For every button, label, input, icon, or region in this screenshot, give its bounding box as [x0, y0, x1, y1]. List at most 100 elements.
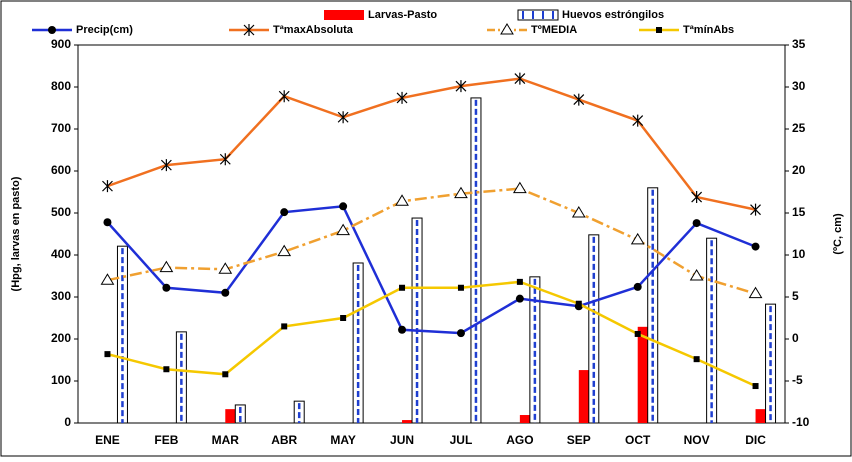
x-tick-label: MAR	[212, 433, 240, 447]
bar	[402, 420, 413, 423]
x-tick-label: FEB	[154, 433, 178, 447]
point	[630, 232, 645, 245]
point	[516, 278, 523, 285]
legend-swatch	[517, 9, 559, 21]
bar	[755, 409, 766, 423]
bar	[578, 370, 589, 423]
point	[689, 269, 704, 281]
plot-area	[77, 44, 786, 424]
point	[514, 72, 526, 85]
point	[162, 283, 171, 292]
point	[280, 208, 289, 217]
point	[454, 186, 468, 199]
point	[752, 383, 759, 390]
point	[571, 206, 586, 218]
y2-tick-label: 25	[792, 121, 806, 135]
y2-tick-label: 15	[792, 205, 806, 219]
point	[575, 300, 582, 307]
point	[160, 159, 172, 172]
y-tick-label: 200	[51, 331, 71, 345]
point	[693, 356, 700, 363]
legend-label: TºMEDIA	[531, 24, 577, 36]
point	[633, 282, 642, 291]
point	[691, 191, 703, 204]
x-tick-label: NOV	[684, 433, 710, 447]
point	[692, 219, 701, 228]
bar	[234, 404, 246, 424]
legend-marker	[656, 27, 662, 33]
point	[104, 351, 111, 358]
y-tick-label: 700	[51, 121, 71, 135]
point	[103, 218, 112, 227]
legend-label: Larvas-Pasto	[368, 9, 437, 21]
x-tick-label: MAY	[330, 433, 356, 447]
point	[100, 273, 115, 285]
line-series	[107, 280, 757, 388]
point	[632, 114, 644, 127]
y2-tick-label: 30	[792, 79, 806, 93]
point	[395, 194, 409, 206]
point	[398, 325, 407, 334]
bar	[637, 326, 648, 423]
y-tick-label: 500	[51, 205, 71, 219]
point	[219, 153, 231, 166]
legend-label: TªmaxAbsoluta	[273, 24, 354, 36]
point	[515, 294, 524, 303]
x-tick-label: AGO	[506, 433, 533, 447]
x-tick-label: JUN	[390, 433, 414, 447]
legend-label: TªmínAbs	[683, 24, 734, 36]
x-tick-label: DIC	[745, 433, 766, 447]
point	[163, 366, 170, 373]
y2-tick-label: -5	[792, 373, 803, 387]
point	[336, 223, 351, 236]
y2-tick-label: 20	[792, 163, 806, 177]
y-tick-label: 600	[51, 163, 71, 177]
line-series	[107, 187, 756, 295]
bar	[470, 97, 482, 424]
legend-label: Huevos estróngilos	[562, 9, 664, 21]
x-tick-label: ENE	[95, 433, 120, 447]
y-tick-label: 900	[51, 37, 71, 51]
point	[340, 315, 347, 321]
point	[455, 80, 467, 93]
point	[751, 242, 760, 251]
legend-label: Precip(cm)	[76, 24, 133, 36]
point	[339, 202, 348, 211]
legend-marker	[48, 26, 56, 34]
y2-tick-label: 10	[792, 247, 806, 261]
y-axis-label: (Hpg, larvas en pasto)	[10, 176, 22, 291]
x-tick-label: ABR	[271, 433, 297, 447]
y-tick-label: 0	[64, 415, 71, 429]
point	[396, 91, 408, 104]
bar	[519, 415, 530, 423]
point	[277, 244, 292, 257]
y2-tick-label: -10	[792, 415, 810, 429]
legend-swatch	[324, 10, 364, 20]
y2-tick-label: 35	[792, 37, 806, 51]
point	[399, 284, 406, 291]
y-tick-label: 400	[51, 247, 71, 261]
legend-marker	[500, 23, 514, 35]
y-tick-label: 300	[51, 289, 71, 303]
x-tick-label: JUL	[450, 433, 473, 447]
legend-marker	[243, 24, 255, 36]
x-tick-label: SEP	[567, 433, 591, 447]
point	[281, 323, 288, 330]
line-series	[107, 77, 756, 211]
y-tick-label: 100	[51, 373, 71, 387]
y-tick-label: 800	[51, 79, 71, 93]
point	[278, 90, 290, 103]
x-tick-label: OCT	[625, 433, 651, 447]
point	[222, 371, 229, 378]
point	[512, 181, 527, 194]
y2-axis-label: (ºC, cm)	[832, 213, 844, 255]
bar	[175, 331, 187, 424]
point	[750, 203, 761, 216]
point	[573, 93, 585, 106]
point	[456, 329, 465, 338]
point	[218, 262, 233, 274]
point	[748, 286, 763, 299]
point	[457, 284, 464, 291]
